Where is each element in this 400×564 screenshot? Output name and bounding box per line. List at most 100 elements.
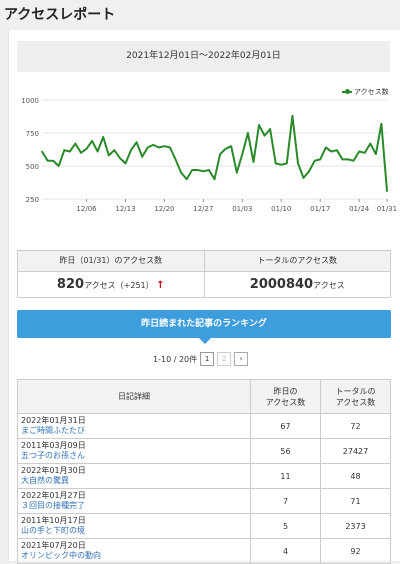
pagination: 1-10 / 20件 1 2 › — [153, 352, 249, 366]
row-detail: 2022年01月27日 ３回目の接種完了 — [17, 488, 251, 514]
data-point — [208, 169, 210, 171]
data-point — [46, 159, 49, 162]
x-tick-label: 12/20 — [154, 205, 174, 213]
data-point — [297, 162, 299, 165]
x-tick-label: 01/10 — [271, 205, 291, 213]
y-tick-label: 1000 — [21, 97, 39, 105]
data-point — [258, 124, 260, 126]
header-yesterday: 昨日の アクセス数 — [250, 379, 321, 414]
row-yesterday: 5 — [250, 513, 321, 539]
legend-line-icon — [342, 89, 352, 94]
row-yesterday: 11 — [250, 463, 321, 489]
data-point — [63, 149, 66, 151]
y-tick-label: 750 — [26, 130, 39, 138]
next-page-icon[interactable]: › — [234, 352, 249, 366]
row-date: 2022年01月31日 — [21, 416, 86, 425]
row-title-link[interactable]: まご時間ふたたび — [21, 426, 85, 435]
row-title-link[interactable]: 大自然の驚異 — [21, 476, 69, 485]
data-point — [185, 178, 188, 180]
row-yesterday: 4 — [250, 538, 321, 564]
data-point — [247, 132, 249, 134]
data-point — [286, 162, 288, 165]
ranking-table: 日記詳細 昨日の アクセス数 トータルの アクセス数 2022年01月31日 まご… — [17, 379, 391, 564]
table-row: 2022年01月30日 大自然の驚異 11 48 — [17, 463, 391, 489]
table-row: 2011年10月17日 山の手と下町の境 5 2373 — [17, 513, 391, 539]
row-yesterday: 67 — [250, 413, 321, 439]
row-date: 2022年01月30日 — [21, 466, 86, 475]
data-point — [302, 177, 305, 179]
row-title-link[interactable]: オリンピック中の動向 — [21, 551, 101, 560]
data-point — [375, 153, 377, 155]
data-point — [380, 122, 383, 125]
data-point — [308, 170, 310, 173]
yesterday-unit: アクセス（+251） — [84, 281, 154, 290]
data-point — [224, 148, 227, 150]
data-point — [386, 190, 388, 192]
pager-count: 1-10 / 20件 — [153, 354, 198, 364]
row-total: 48 — [320, 463, 391, 489]
row-detail: 2022年01月31日 まご時間ふたたび — [17, 413, 251, 439]
row-total: 72 — [320, 413, 391, 439]
chart-svg: 1000 750 500 250 12/06 12/13 12/20 12/27 01/03 01… — [21, 97, 397, 213]
data-point — [319, 158, 322, 161]
row-date: 2021年07月20日 — [21, 541, 86, 550]
data-point — [213, 178, 216, 180]
data-point — [197, 169, 199, 171]
yesterday-stat: 昨日（01/31）のアクセス数 820アクセス（+251） ↑ — [18, 251, 204, 297]
row-detail: 2021年07月20日 オリンピック中の動向 — [17, 538, 251, 564]
data-point — [219, 153, 221, 155]
data-point — [169, 146, 171, 149]
chart-legend[interactable]: アクセス数 — [342, 87, 389, 97]
yesterday-value-row: 820アクセス（+251） ↑ — [18, 272, 204, 299]
data-point — [363, 152, 366, 154]
row-title-link[interactable]: ３回目の接種完了 — [21, 501, 85, 510]
data-point — [135, 141, 138, 144]
data-point — [113, 149, 116, 151]
row-total: 92 — [320, 538, 391, 564]
page-title: アクセスレポート — [0, 0, 400, 26]
data-point — [180, 171, 182, 174]
row-date: 2011年10月17日 — [21, 516, 86, 525]
y-tick-label: 250 — [26, 196, 39, 204]
row-date: 2022年01月27日 — [21, 491, 86, 500]
x-tick-label: 01/03 — [232, 205, 252, 213]
row-title-link[interactable]: 山の手と下町の境 — [21, 526, 85, 535]
data-point — [102, 136, 105, 138]
row-detail: 2011年03月09日 五つ子のお孫さん — [17, 438, 251, 464]
report-card: 2021年12月01日～2022年02月01日 1000 750 500 250 12/… — [8, 30, 400, 564]
row-total: 2373 — [320, 513, 391, 539]
data-point — [202, 170, 205, 173]
row-title-link[interactable]: 五つ子のお孫さん — [21, 451, 85, 460]
data-point — [146, 146, 149, 149]
row-total: 71 — [320, 488, 391, 514]
data-point — [263, 134, 266, 137]
page-2-button[interactable]: 2 — [217, 352, 232, 366]
data-point — [119, 157, 121, 159]
data-point — [191, 169, 194, 171]
data-point — [41, 150, 43, 153]
total-value: 2000840 — [249, 277, 314, 292]
data-point — [291, 115, 294, 117]
page-1-button[interactable]: 1 — [200, 352, 215, 366]
data-point — [163, 145, 166, 147]
x-tick-label: 12/06 — [76, 205, 97, 213]
table-header-row: 日記詳細 昨日の アクセス数 トータルの アクセス数 — [17, 379, 391, 414]
x-tick-label: 12/27 — [193, 205, 213, 213]
up-arrow-icon: ↑ — [156, 280, 165, 291]
header-detail: 日記詳細 — [17, 379, 251, 414]
table-row: 2011年03月09日 五つ子のお孫さん 56 27427 — [17, 438, 391, 464]
data-point — [252, 161, 255, 163]
x-tick-label: 01/31 — [377, 205, 397, 213]
data-point — [158, 146, 160, 149]
data-point — [324, 146, 327, 149]
row-total: 27427 — [320, 438, 391, 464]
data-point — [91, 140, 93, 142]
data-point — [313, 159, 316, 162]
data-point — [269, 128, 271, 130]
legend-label: アクセス数 — [354, 88, 389, 96]
data-point — [274, 162, 277, 165]
data-point — [352, 159, 355, 162]
access-chart: 1000 750 500 250 12/06 12/13 12/20 12/27 01/03 01… — [9, 82, 400, 222]
data-point — [280, 163, 283, 166]
data-point — [52, 159, 54, 162]
